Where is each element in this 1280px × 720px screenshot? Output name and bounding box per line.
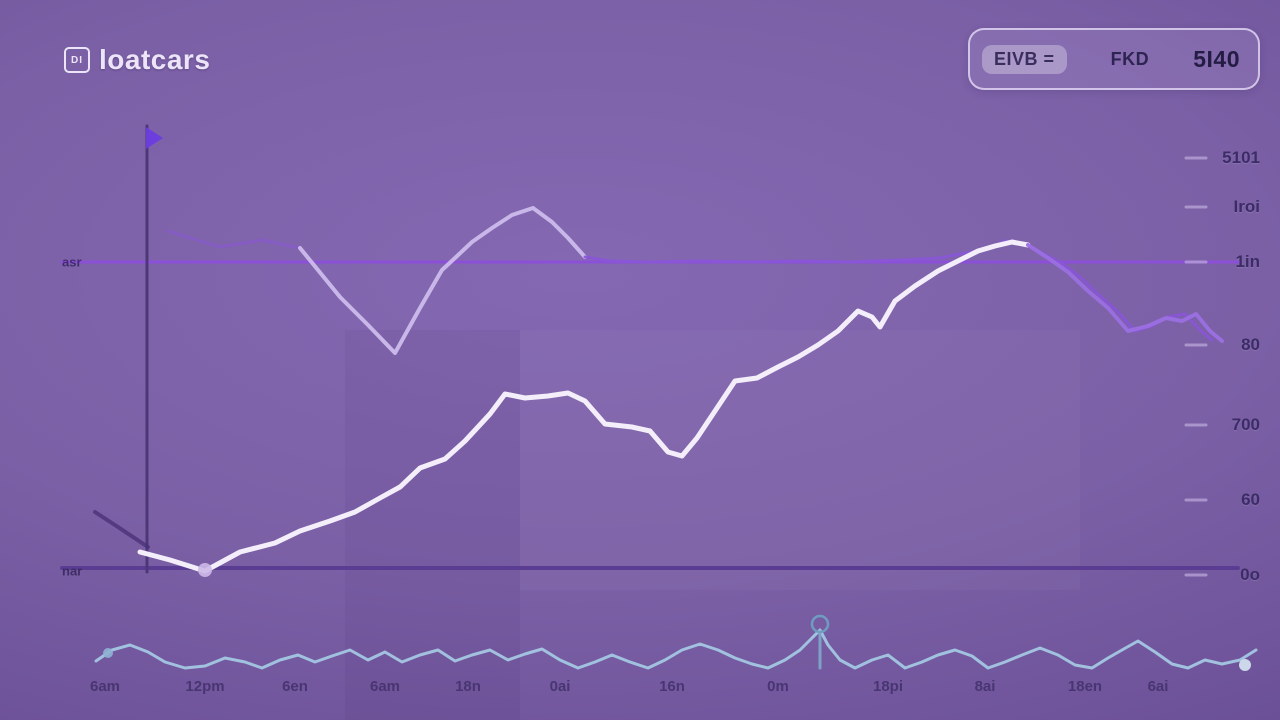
series-indicator-flat-right <box>583 239 1214 342</box>
brand-name: loatcars <box>99 44 211 75</box>
ticker-segment-2[interactable]: FKD <box>1110 48 1150 69</box>
header: DI loatcars EIVB = FKD 5I40 <box>0 0 1280 100</box>
flag-icon <box>146 127 163 149</box>
brand-logo: DI loatcars <box>64 44 210 76</box>
ticker-selector[interactable]: EIVB = FKD 5I40 <box>968 28 1260 90</box>
volume-ring <box>810 614 830 634</box>
series-indicator-lead-dash <box>166 229 302 250</box>
ticker-value[interactable]: 5I40 <box>1193 45 1240 72</box>
series-left-dash <box>93 510 150 549</box>
volume-end-dot <box>1239 659 1251 671</box>
price-low-dot <box>198 563 212 577</box>
series-volume-lower <box>94 628 1258 670</box>
series-indicator-peak <box>298 206 587 355</box>
series-price-tail <box>1026 243 1224 343</box>
brand-icon: DI <box>64 47 90 73</box>
volume-start-dot <box>103 648 113 658</box>
ticker-segment-1[interactable]: EIVB = <box>982 44 1067 74</box>
series-price-main <box>137 239 1031 574</box>
